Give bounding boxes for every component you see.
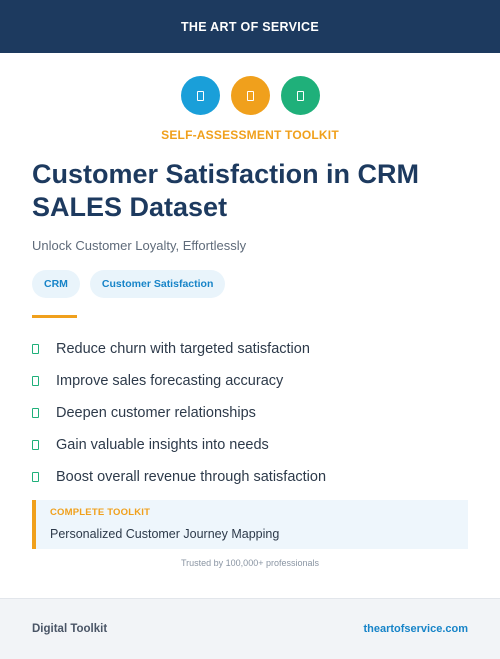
document-icon [280,76,320,115]
check-icon [32,440,39,450]
document-glyph-icon [196,90,204,101]
tag-list: CRM Customer Satisfaction [32,270,226,298]
title-line-1: Customer Satisfaction in CRM [32,159,420,189]
document-icon [230,76,270,115]
check-icon [32,472,39,482]
document-glyph-icon [246,90,254,101]
page-subtitle: Unlock Customer Loyalty, Effortlessly [32,238,247,253]
toolkit-value: Personalized Customer Journey Mapping [50,527,280,541]
footer-website-link[interactable]: theartofservice.com [363,623,468,635]
brand-title: THE ART OF SERVICE [180,19,320,34]
list-item: Improve sales forecasting accuracy [32,365,472,397]
benefit-list: Reduce churn with targeted satisfaction … [32,333,472,493]
list-item: Gain valuable insights into needs [32,429,472,461]
icon-row [0,76,500,115]
check-icon [32,344,39,354]
footer-label: Digital Toolkit [32,623,108,635]
eyebrow-label: SELF-ASSESSMENT TOOLKIT [161,128,339,142]
benefit-text: Deepen customer relationships [56,405,256,421]
title-line-2: SALES Dataset [32,192,228,222]
tag-customer-satisfaction: Customer Satisfaction [89,270,226,298]
benefit-text: Improve sales forecasting accuracy [56,373,284,389]
list-item: Deepen customer relationships [32,397,472,429]
check-icon [32,408,39,418]
list-item: Reduce churn with targeted satisfaction [32,333,472,365]
toolkit-callout: COMPLETE TOOLKIT Personalized Customer J… [32,500,468,549]
footer-bar: Digital Toolkit theartofservice.com [0,598,500,659]
benefit-text: Reduce churn with targeted satisfaction [56,341,310,357]
benefit-text: Gain valuable insights into needs [56,437,269,453]
tag-crm: CRM [32,270,80,298]
page-title: Customer Satisfaction in CRM SALES Datas… [32,158,472,224]
check-icon [32,376,39,386]
document-icon [180,76,220,115]
accent-divider [32,315,77,318]
trusted-note: Trusted by 100,000+ professionals [180,558,319,568]
document-glyph-icon [296,90,304,101]
header-bar: THE ART OF SERVICE [0,0,500,53]
toolkit-label: COMPLETE TOOLKIT [50,507,151,518]
benefit-text: Boost overall revenue through satisfacti… [56,469,327,485]
list-item: Boost overall revenue through satisfacti… [32,461,472,493]
